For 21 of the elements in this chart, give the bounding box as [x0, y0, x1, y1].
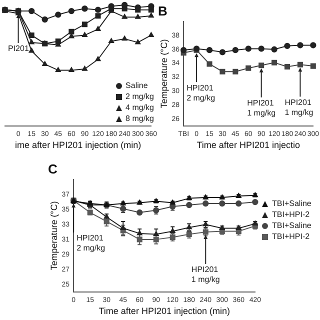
- legend-label: 2 mg/kg: [126, 91, 154, 102]
- legend-label: Saline: [126, 80, 148, 91]
- legend-label: TBI+HPI-2: [272, 209, 310, 220]
- chart-title: C: [48, 161, 58, 176]
- annotation: HPI201 1 mg/kg: [247, 98, 276, 118]
- legend-label: TBI+Saline: [272, 198, 312, 209]
- chart-title: B: [158, 3, 168, 18]
- y-axis-title: Temperature (°C): [48, 201, 59, 270]
- x-axis-title: ime after HPI201 injection (min): [15, 140, 142, 150]
- annotation: HPI201 2 mg/kg: [76, 234, 106, 253]
- annotation: HPI201 2 mg/kg: [186, 83, 216, 102]
- x-axis-title: Time after HPI201 injection (min): [98, 306, 230, 316]
- x-axis-title: Time after HPI201 injectio: [196, 140, 300, 150]
- annotation: PI201: [8, 44, 30, 54]
- legend-label: 8 mg/kg: [126, 113, 154, 124]
- legend-label: 4 mg/kg: [126, 102, 154, 113]
- legend-label: TBI+HPI-2: [272, 231, 310, 242]
- annotation: HPI201 1 mg/kg: [191, 265, 220, 284]
- annotation: HPI201 1 mg/kg: [284, 98, 314, 117]
- legend-label: TBI+Saline: [272, 220, 312, 231]
- y-axis-title: Temperature (°C): [158, 39, 169, 108]
